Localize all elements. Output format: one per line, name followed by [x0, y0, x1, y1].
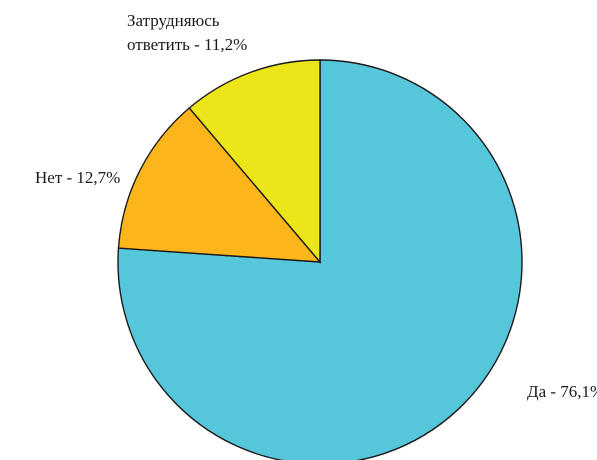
pie-slice-3 [188, 59, 321, 264]
pie-slice-label-3: Затрудняюсь ответить - 11,2% [127, 11, 247, 54]
pie-slice-label-1: Да - 76,1% [527, 382, 597, 401]
pie-slices [117, 59, 523, 460]
pie-slice-2 [117, 107, 322, 263]
pie-slice-label-line: Да - 76,1% [527, 382, 597, 401]
pie-slice-label-line: ответить - 11,2% [127, 35, 247, 54]
pie-slice-label-line: Затрудняюсь [127, 11, 220, 30]
pie-labels: Да - 76,1% Нет - 12,7% Затрудняюсь ответить… [35, 11, 597, 401]
pie-slice-label-2: Нет - 12,7% [35, 168, 120, 187]
pie-slice-label-line: Нет - 12,7% [35, 168, 120, 187]
